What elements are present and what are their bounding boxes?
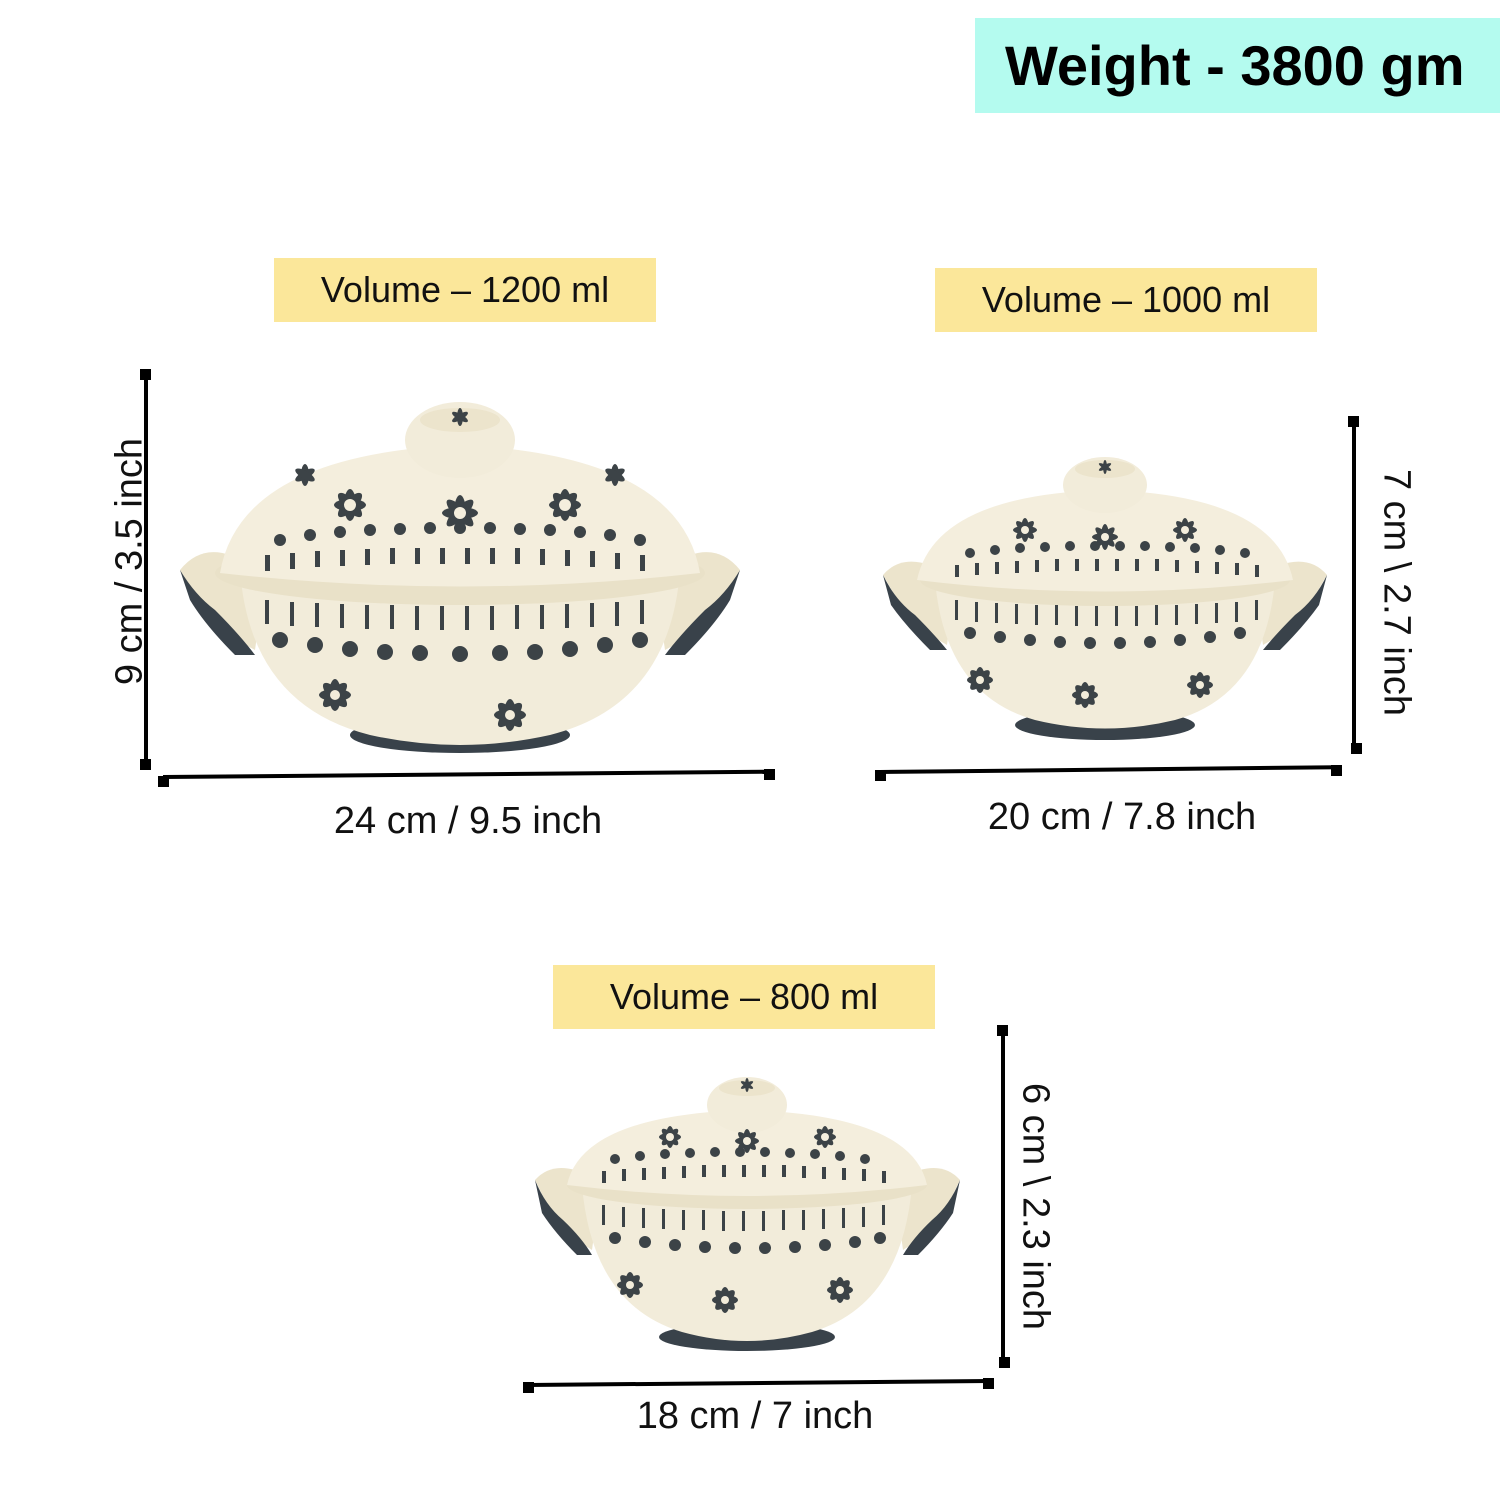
height-label-medium: 7 cm \ 2.7 inch — [1375, 468, 1418, 717]
width-line-medium-right-cap — [1331, 765, 1342, 776]
volume-badge-large: Volume – 1200 ml — [274, 258, 656, 322]
width-label-large: 24 cm / 9.5 inch — [333, 800, 603, 842]
width-label-small: 18 cm / 7 inch — [636, 1395, 874, 1437]
height-line-large — [144, 372, 148, 764]
pot-small-image — [535, 1077, 960, 1351]
height-line-small — [1001, 1030, 1005, 1363]
height-line-medium-top-cap — [1348, 416, 1359, 427]
height-label-large: 9 cm / 3.5 inch — [108, 437, 151, 686]
width-label-medium: 20 cm / 7.8 inch — [987, 796, 1257, 838]
height-line-medium — [1352, 422, 1356, 749]
height-label-small: 6 cm \ 2.3 inch — [1014, 1082, 1057, 1331]
width-line-large-right-cap — [764, 769, 775, 780]
pot-medium-image — [883, 457, 1327, 740]
height-line-medium-bottom-cap — [1351, 743, 1362, 754]
width-line-large-left-cap — [158, 776, 169, 787]
pot-large-image — [180, 402, 740, 753]
width-line-small-left-cap — [523, 1382, 534, 1393]
volume-badge-medium: Volume – 1000 ml — [935, 268, 1317, 332]
width-line-small-right-cap — [983, 1378, 994, 1389]
width-line-medium — [879, 765, 1337, 774]
width-line-medium-left-cap — [875, 770, 886, 781]
height-line-large-top-cap — [140, 369, 151, 380]
height-line-small-top-cap — [997, 1025, 1008, 1036]
width-line-large — [162, 769, 770, 779]
height-line-small-bottom-cap — [999, 1357, 1010, 1368]
weight-badge: Weight - 3800 gm — [975, 18, 1500, 113]
height-line-large-bottom-cap — [140, 759, 151, 770]
volume-badge-small: Volume – 800 ml — [553, 965, 935, 1029]
width-line-small — [527, 1378, 990, 1387]
